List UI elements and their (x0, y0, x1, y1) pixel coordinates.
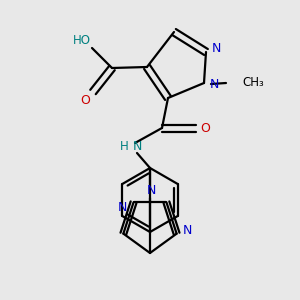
Text: N: N (146, 184, 156, 197)
Text: H: H (120, 140, 128, 152)
Text: CH₃: CH₃ (242, 76, 264, 89)
Text: O: O (80, 94, 90, 106)
Text: N: N (183, 224, 192, 237)
Text: N: N (118, 201, 127, 214)
Text: N: N (209, 79, 219, 92)
Text: O: O (200, 122, 210, 136)
Text: N: N (211, 41, 221, 55)
Text: HO: HO (73, 34, 91, 47)
Text: N: N (132, 140, 142, 152)
